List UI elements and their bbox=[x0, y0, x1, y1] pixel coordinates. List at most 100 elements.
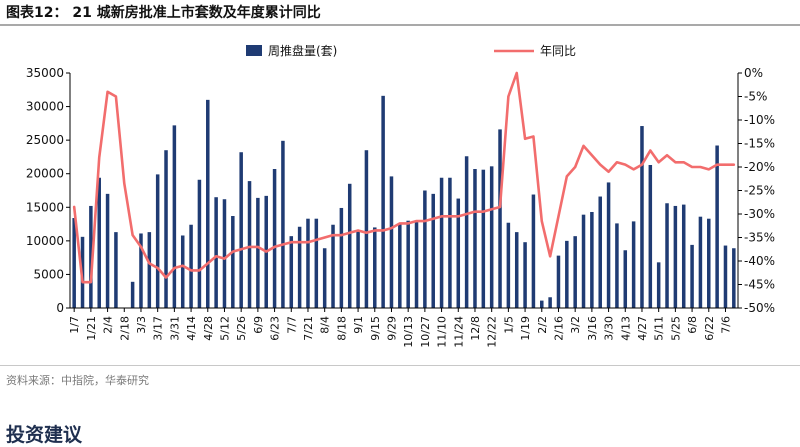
x-axis-tick-label: 7/7 bbox=[285, 316, 298, 334]
bar bbox=[523, 242, 527, 308]
source-note: 资料来源：中指院，华泰研究 bbox=[6, 374, 149, 387]
yoy-point bbox=[190, 269, 192, 272]
bar bbox=[214, 197, 218, 308]
right-axis-tick-label: -35% bbox=[744, 231, 775, 245]
x-axis-tick-label: 1/7 bbox=[68, 316, 81, 334]
yoy-point bbox=[248, 246, 251, 248]
x-axis-tick-label: 3/2 bbox=[569, 316, 582, 334]
bar bbox=[514, 232, 519, 308]
bar bbox=[164, 150, 168, 308]
yoy-point bbox=[81, 281, 84, 284]
yoy-point bbox=[440, 215, 443, 218]
left-axis-tick-label: 20000 bbox=[26, 167, 64, 181]
bar bbox=[715, 145, 719, 308]
x-axis-tick-label: 3/3 bbox=[135, 316, 148, 334]
bar bbox=[272, 169, 277, 308]
bar bbox=[656, 262, 661, 308]
x-axis-tick-label: 12/22 bbox=[486, 316, 499, 348]
bar bbox=[431, 193, 435, 308]
x-axis-tick-label: 1/21 bbox=[85, 316, 98, 341]
yoy-point bbox=[565, 175, 568, 178]
bar bbox=[373, 227, 377, 308]
x-axis-tick-label: 1/5 bbox=[502, 316, 515, 334]
yoy-point bbox=[549, 255, 552, 258]
bar bbox=[498, 129, 502, 308]
left-axis-tick-label: 25000 bbox=[26, 133, 64, 147]
bar bbox=[673, 205, 678, 308]
x-axis-tick-label: 4/13 bbox=[619, 316, 632, 341]
x-axis-tick-label: 1/19 bbox=[519, 316, 532, 341]
bar bbox=[598, 196, 602, 308]
bar bbox=[180, 235, 185, 308]
yoy-point bbox=[732, 163, 735, 166]
x-axis-tick-label: 7/21 bbox=[302, 316, 315, 341]
yoy-point bbox=[89, 281, 92, 284]
yoy-point bbox=[340, 234, 343, 237]
x-axis-tick-label: 4/27 bbox=[636, 316, 649, 341]
yoy-point bbox=[590, 154, 593, 157]
yoy-point bbox=[265, 250, 268, 253]
yoy-point bbox=[198, 269, 201, 272]
x-axis-tick-label: 4/14 bbox=[185, 316, 198, 341]
yoy-point bbox=[240, 248, 243, 251]
bar bbox=[231, 216, 235, 308]
bar bbox=[648, 164, 653, 308]
bar bbox=[414, 222, 419, 308]
yoy-point bbox=[73, 206, 76, 208]
x-axis-tick-label: 2/2 bbox=[536, 316, 549, 334]
bar bbox=[322, 248, 327, 308]
yoy-point bbox=[290, 241, 293, 244]
source-divider bbox=[0, 365, 800, 366]
bar bbox=[481, 169, 486, 308]
bar bbox=[439, 177, 444, 308]
x-axis-tick-label: 3/31 bbox=[168, 316, 181, 341]
left-axis: 0 5000 10000 15000 20000 25000 30000 35000 bbox=[26, 66, 71, 315]
yoy-point bbox=[432, 217, 435, 220]
yoy-point bbox=[707, 168, 710, 171]
yoy-point bbox=[532, 135, 535, 138]
bar bbox=[72, 218, 76, 308]
x-axis-tick-label: 11/24 bbox=[452, 316, 465, 348]
yoy-point bbox=[165, 276, 167, 279]
x-axis-tick-label: 10/13 bbox=[402, 316, 415, 348]
x-axis-tick-label: 8/4 bbox=[319, 316, 332, 334]
bar bbox=[331, 224, 335, 308]
yoy-point bbox=[616, 161, 618, 164]
x-axis-tick-label: 10/27 bbox=[419, 316, 432, 348]
x-axis-tick-label: 8/18 bbox=[335, 316, 348, 341]
bar bbox=[356, 230, 360, 308]
chart-canvas: 0 5000 10000 15000 20000 25000 30000 35000 0% -5… bbox=[26, 43, 775, 348]
bar bbox=[398, 223, 402, 308]
bar bbox=[339, 207, 344, 308]
yoy-point bbox=[390, 227, 393, 230]
bar bbox=[172, 125, 177, 309]
right-axis-tick-label: -30% bbox=[744, 207, 775, 221]
bar bbox=[640, 126, 644, 308]
yoy-point bbox=[307, 241, 309, 244]
bar bbox=[615, 223, 619, 308]
yoy-point bbox=[315, 238, 318, 241]
yoy-point bbox=[674, 161, 677, 164]
bar bbox=[590, 211, 594, 308]
right-axis: 0% -5% -10% -15% -20% -25% -30% -35% -40% -45% -50… bbox=[737, 66, 775, 315]
bar bbox=[531, 194, 536, 308]
right-axis-tick-label: 0% bbox=[744, 66, 763, 80]
yoy-point bbox=[574, 166, 577, 168]
bar bbox=[155, 174, 160, 308]
yoy-line bbox=[72, 71, 736, 284]
yoy-point bbox=[231, 250, 234, 253]
right-axis-tick-label: -40% bbox=[744, 254, 775, 268]
bar bbox=[347, 183, 352, 308]
bar bbox=[631, 221, 636, 308]
bar bbox=[464, 156, 469, 308]
left-axis-tick-label: 10000 bbox=[26, 234, 64, 248]
yoy-point bbox=[223, 257, 226, 260]
right-axis-tick-label: -20% bbox=[744, 160, 775, 174]
yoy-point bbox=[273, 246, 276, 248]
x-axis-tick-label: 5/26 bbox=[235, 316, 248, 341]
bar bbox=[665, 203, 669, 308]
bar bbox=[139, 233, 143, 308]
yoy-point bbox=[524, 137, 526, 140]
yoy-point bbox=[148, 262, 151, 265]
x-axis-tick-label: 6/23 bbox=[269, 316, 282, 341]
